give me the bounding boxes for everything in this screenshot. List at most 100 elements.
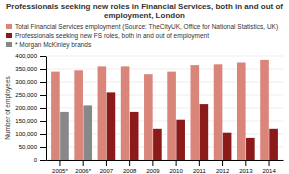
tick-mark	[40, 121, 46, 122]
tick: 2008	[123, 160, 137, 174]
tick: 200,000	[15, 105, 46, 111]
bars	[51, 60, 278, 160]
bar	[74, 70, 83, 160]
bar	[98, 66, 107, 160]
tick-label: 50,000	[19, 144, 38, 150]
series	[51, 60, 269, 160]
bar	[237, 63, 246, 161]
bar	[200, 104, 209, 160]
tick-label: 200,000	[15, 105, 37, 111]
bar	[191, 65, 200, 160]
tick: 100,000	[15, 131, 46, 137]
tick: 350,000	[15, 66, 46, 72]
text-line: employment, London	[104, 11, 185, 20]
grid-line	[46, 56, 283, 57]
tick-mark	[40, 134, 46, 135]
tick: 2014	[262, 160, 276, 174]
series	[60, 92, 278, 160]
bar	[246, 138, 255, 160]
tick-mark	[40, 82, 46, 83]
tick: 2010	[169, 160, 183, 174]
tick: 2013	[239, 160, 253, 174]
tick-label: 100,000	[15, 131, 37, 137]
text-line: Professionals seeking new roles in Finan…	[6, 2, 283, 11]
tick: 2009	[146, 160, 160, 174]
chart: Professionals seeking new roles in Finan…	[0, 0, 289, 174]
tick-label: 350,000	[15, 66, 37, 72]
text-line: Total Financial Services employment (Sou…	[15, 23, 278, 31]
tick-mark	[83, 160, 84, 166]
bar	[51, 72, 60, 160]
tick-label: 2013	[239, 168, 253, 174]
tick-label: 300,000	[15, 79, 37, 85]
tick-label: 400,000	[15, 53, 37, 59]
legend: Total Financial Services employment (Sou…	[6, 23, 278, 49]
plot: 050,000100,000150,000200,000250,000300,0…	[15, 53, 283, 174]
bar	[176, 120, 185, 160]
tick: 2005*	[52, 160, 68, 174]
tick-label: 2014	[262, 168, 276, 174]
legend-label: Professionals seeking new FS roles, both…	[15, 32, 209, 40]
axis-domain	[46, 57, 47, 161]
bar	[144, 74, 153, 160]
bar	[260, 60, 269, 160]
tick-mark	[129, 160, 130, 166]
annotation: * Morgan McKinley brands	[6, 41, 92, 49]
tick-label: 2012	[216, 168, 230, 174]
legend-entry: Professionals seeking new FS roles, both…	[6, 32, 209, 40]
tick-mark	[269, 160, 270, 166]
tick-mark	[40, 147, 46, 148]
legend-label: Total Financial Services employment (Sou…	[15, 23, 278, 31]
tick: 2012	[216, 160, 230, 174]
tick-mark	[106, 160, 107, 166]
y-axis: 050,000100,000150,000200,000250,000300,0…	[15, 53, 46, 163]
bar	[83, 105, 92, 160]
tick: 2006*	[75, 160, 91, 174]
tick-mark	[40, 108, 46, 109]
tick-label: 0	[34, 157, 38, 163]
bar	[107, 92, 116, 160]
tick-label: 2010	[169, 168, 183, 174]
grid	[46, 56, 283, 160]
tick-mark	[176, 160, 177, 166]
bar	[269, 129, 278, 160]
tick-label: 2005*	[52, 168, 68, 174]
bar	[130, 112, 139, 160]
text-line: Professionals seeking new FS roles, both…	[15, 32, 209, 40]
tick-label: 2006*	[75, 168, 91, 174]
axis-domain	[47, 160, 284, 161]
tick-mark	[40, 56, 46, 57]
legend-swatch	[6, 42, 12, 47]
bar	[167, 72, 176, 160]
bar	[223, 133, 232, 160]
tick-label: 250,000	[15, 92, 37, 98]
tick-mark	[40, 160, 46, 161]
bar	[60, 112, 69, 160]
tick-mark	[245, 160, 246, 166]
text-line: * Morgan McKinley brands	[15, 41, 92, 49]
tick: 2007	[100, 160, 114, 174]
grid-line	[46, 69, 283, 70]
tick-mark	[40, 95, 46, 96]
tick: 2011	[193, 160, 207, 174]
title: Professionals seeking new roles in Finan…	[6, 2, 283, 20]
bar	[214, 64, 223, 160]
bar	[153, 129, 162, 160]
tick-mark	[59, 160, 60, 166]
tick-label: 2008	[123, 168, 137, 174]
tick-label: 2009	[146, 168, 160, 174]
legend-swatch	[6, 24, 12, 29]
bar	[121, 66, 130, 160]
x-axis: 2005* 2006* 2007 2008 2009 2010 2011 2012 2013 20…	[47, 160, 284, 174]
tick-mark	[40, 69, 46, 70]
tick-label: 2011	[193, 168, 207, 174]
legend-label: * Morgan McKinley brands	[15, 41, 92, 49]
tick: 50,000	[19, 144, 46, 150]
tick: 400,000	[15, 53, 46, 59]
legend-entry: Total Financial Services employment (Sou…	[6, 23, 278, 31]
tick: 300,000	[15, 79, 46, 85]
y-axis-title: Number of employees	[4, 75, 12, 139]
legend-swatch	[6, 33, 12, 38]
tick-mark	[222, 160, 223, 166]
tick-mark	[199, 160, 200, 166]
